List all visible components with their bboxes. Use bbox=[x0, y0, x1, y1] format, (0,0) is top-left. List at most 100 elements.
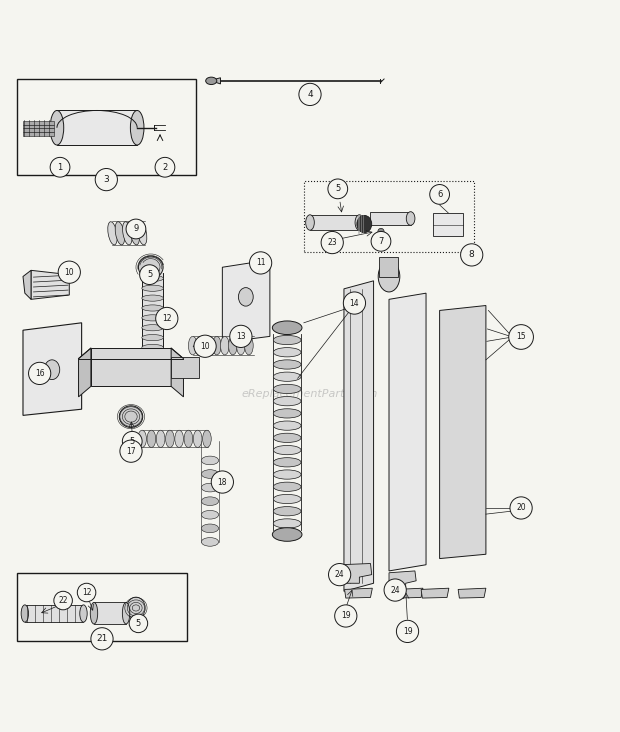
Circle shape bbox=[384, 579, 406, 601]
Ellipse shape bbox=[202, 456, 219, 465]
Ellipse shape bbox=[306, 214, 314, 230]
Ellipse shape bbox=[193, 430, 202, 447]
Ellipse shape bbox=[175, 430, 184, 447]
Ellipse shape bbox=[142, 364, 164, 370]
Circle shape bbox=[509, 325, 533, 349]
Text: 2: 2 bbox=[162, 163, 167, 172]
Bar bbox=[91, 348, 171, 386]
Polygon shape bbox=[458, 589, 486, 598]
Ellipse shape bbox=[202, 470, 219, 478]
Ellipse shape bbox=[202, 483, 219, 492]
Ellipse shape bbox=[91, 602, 98, 624]
Ellipse shape bbox=[142, 335, 164, 340]
Circle shape bbox=[343, 292, 366, 314]
Polygon shape bbox=[23, 270, 31, 299]
Ellipse shape bbox=[142, 325, 164, 331]
Circle shape bbox=[194, 335, 216, 357]
Polygon shape bbox=[23, 323, 82, 415]
Ellipse shape bbox=[273, 507, 301, 516]
Ellipse shape bbox=[166, 430, 174, 447]
Ellipse shape bbox=[123, 222, 132, 245]
Circle shape bbox=[321, 231, 343, 254]
Ellipse shape bbox=[142, 285, 164, 291]
Ellipse shape bbox=[273, 433, 301, 442]
Ellipse shape bbox=[122, 602, 130, 624]
Text: 10: 10 bbox=[64, 268, 74, 277]
Ellipse shape bbox=[142, 295, 164, 301]
Bar bbox=[23, 132, 54, 135]
Text: 12: 12 bbox=[82, 588, 91, 597]
Text: 5: 5 bbox=[147, 270, 152, 279]
Ellipse shape bbox=[273, 494, 301, 504]
Circle shape bbox=[335, 605, 357, 627]
Bar bbox=[94, 602, 126, 624]
Circle shape bbox=[461, 244, 483, 266]
Circle shape bbox=[299, 83, 321, 105]
Text: 5: 5 bbox=[136, 619, 141, 628]
Ellipse shape bbox=[206, 77, 217, 85]
Text: eReplacementParts.com: eReplacementParts.com bbox=[242, 389, 378, 399]
Text: 7: 7 bbox=[378, 237, 384, 246]
Text: 23: 23 bbox=[327, 238, 337, 247]
Ellipse shape bbox=[202, 497, 219, 506]
Text: 19: 19 bbox=[341, 611, 351, 621]
Text: 8: 8 bbox=[469, 250, 474, 259]
Bar bbox=[17, 79, 196, 175]
Bar bbox=[371, 212, 410, 225]
Bar bbox=[57, 111, 137, 145]
Ellipse shape bbox=[130, 222, 140, 245]
Circle shape bbox=[329, 564, 351, 586]
Bar bbox=[310, 214, 360, 230]
Ellipse shape bbox=[126, 597, 145, 619]
Ellipse shape bbox=[273, 348, 301, 357]
Bar bbox=[379, 257, 397, 277]
Text: 18: 18 bbox=[218, 477, 227, 487]
Polygon shape bbox=[171, 348, 184, 397]
Ellipse shape bbox=[272, 528, 302, 541]
Circle shape bbox=[120, 440, 142, 463]
Text: 22: 22 bbox=[58, 596, 68, 605]
Ellipse shape bbox=[142, 344, 164, 351]
Ellipse shape bbox=[203, 430, 211, 447]
Bar bbox=[433, 213, 463, 236]
Ellipse shape bbox=[273, 408, 301, 418]
Polygon shape bbox=[421, 589, 449, 598]
Ellipse shape bbox=[273, 446, 301, 455]
Text: 16: 16 bbox=[35, 369, 45, 378]
Ellipse shape bbox=[273, 519, 301, 528]
Bar bbox=[304, 181, 474, 252]
Ellipse shape bbox=[273, 458, 301, 467]
Ellipse shape bbox=[21, 605, 29, 622]
Ellipse shape bbox=[406, 212, 415, 225]
Ellipse shape bbox=[142, 315, 164, 321]
Ellipse shape bbox=[378, 228, 384, 234]
Text: 19: 19 bbox=[403, 627, 412, 636]
Ellipse shape bbox=[138, 430, 146, 447]
Circle shape bbox=[29, 362, 51, 384]
Polygon shape bbox=[389, 294, 426, 571]
Ellipse shape bbox=[147, 430, 156, 447]
Ellipse shape bbox=[273, 384, 301, 394]
Bar bbox=[23, 128, 54, 132]
Ellipse shape bbox=[44, 360, 60, 380]
Circle shape bbox=[510, 497, 532, 519]
Polygon shape bbox=[344, 281, 374, 591]
Polygon shape bbox=[345, 589, 373, 598]
Bar bbox=[23, 124, 54, 128]
Polygon shape bbox=[340, 564, 372, 583]
Circle shape bbox=[95, 168, 117, 191]
Text: 5: 5 bbox=[335, 184, 340, 193]
Text: 24: 24 bbox=[391, 586, 400, 594]
Circle shape bbox=[91, 628, 113, 650]
Ellipse shape bbox=[239, 288, 253, 306]
Text: 9: 9 bbox=[133, 225, 138, 234]
Circle shape bbox=[129, 614, 148, 632]
Ellipse shape bbox=[355, 214, 364, 230]
Polygon shape bbox=[389, 571, 416, 589]
Ellipse shape bbox=[273, 482, 301, 491]
Text: 21: 21 bbox=[96, 635, 108, 643]
Circle shape bbox=[371, 231, 391, 251]
Circle shape bbox=[122, 431, 142, 451]
Circle shape bbox=[249, 252, 272, 274]
Polygon shape bbox=[440, 305, 486, 559]
